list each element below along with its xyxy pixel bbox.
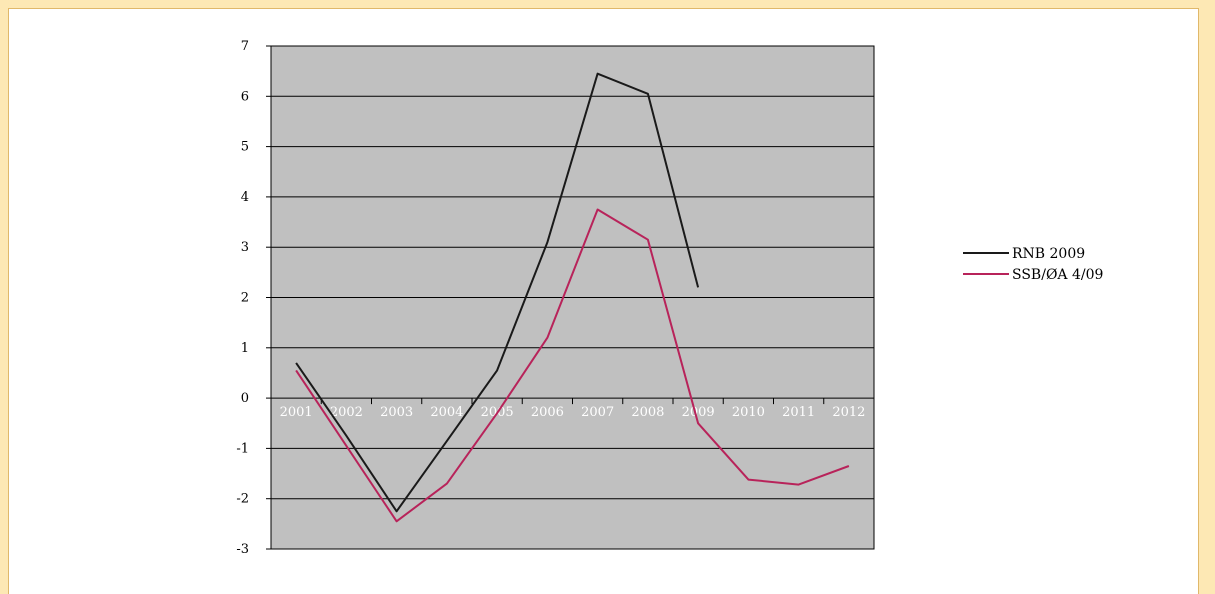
y-tick-label: 3: [241, 240, 249, 255]
y-tick-label: 2: [241, 291, 249, 306]
y-tick-label: 5: [241, 140, 249, 155]
x-tick-label: 2001: [280, 405, 313, 420]
y-tick-label: 0: [241, 391, 249, 406]
x-tick-label: 2011: [782, 405, 815, 420]
x-tick-label: 2003: [380, 405, 413, 420]
x-tick-label: 2007: [581, 405, 614, 420]
x-tick-label: 2002: [330, 405, 363, 420]
y-tick-label: 4: [241, 190, 249, 205]
legend-label-2: SSB/ØA 4/09: [1012, 267, 1103, 283]
y-tick-label: -1: [236, 441, 249, 456]
x-tick-label: 2004: [430, 405, 463, 420]
x-tick-label: 2009: [682, 405, 715, 420]
series-line-2: [295, 208, 850, 523]
y-tick-label: 6: [241, 89, 249, 104]
y-tick-label: 1: [241, 341, 249, 356]
x-tick-label: 2008: [631, 405, 664, 420]
chart-panel: 7 6 5 4 3 2 1 0 -1 -2 -3 2001 2002 2003 2004 2005 2006 20…: [8, 8, 1199, 594]
x-tick-label: 2006: [531, 405, 564, 420]
y-tick-label: -3: [236, 542, 249, 557]
y-tick-label: -2: [236, 492, 249, 507]
series-line-1: [295, 72, 700, 513]
x-tick-label: 2010: [732, 405, 765, 420]
y-tick-label: 7: [241, 39, 249, 54]
x-tick-label: 2012: [832, 405, 865, 420]
legend-label-1: RNB 2009: [1012, 246, 1085, 262]
